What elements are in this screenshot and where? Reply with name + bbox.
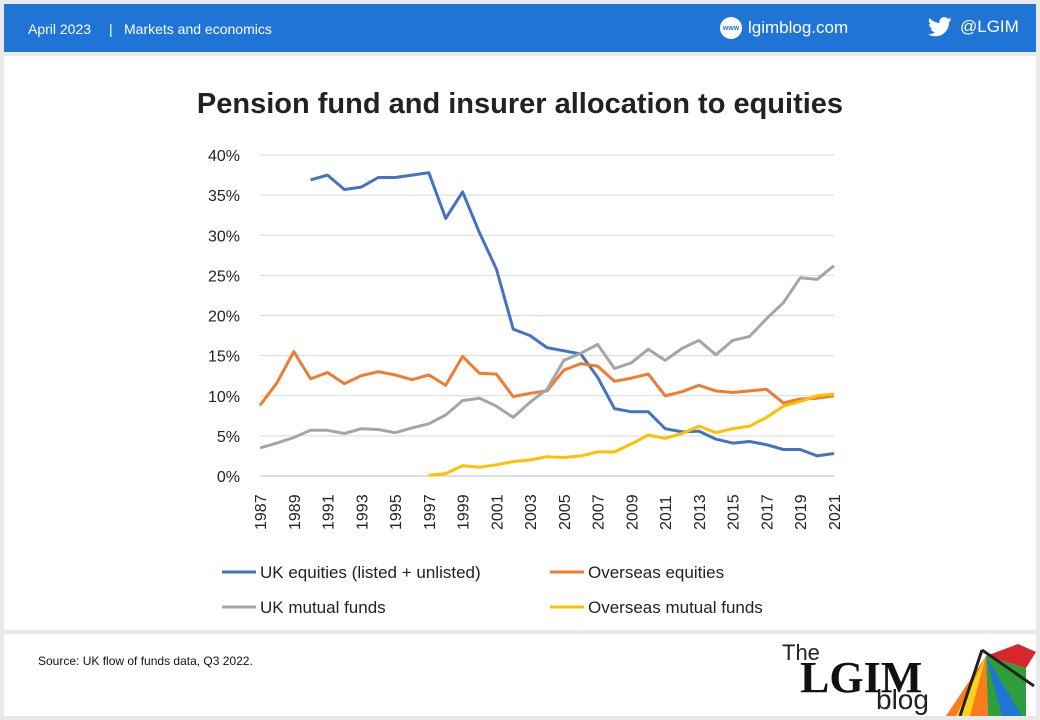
x-tick-label: 2007 <box>591 494 608 530</box>
y-tick-label: 20% <box>208 309 240 326</box>
logo-the: The <box>782 640 820 665</box>
twitter-link[interactable]: @LGIM <box>928 17 1019 37</box>
x-tick-label: 1987 <box>253 494 270 530</box>
x-tick-label: 1995 <box>388 494 405 530</box>
umbrella-logo-icon <box>946 644 1036 716</box>
y-tick-label: 25% <box>208 268 240 285</box>
logo-lgim: LGIM <box>800 653 923 702</box>
y-tick-label: 0% <box>217 469 240 486</box>
series-line <box>310 171 835 458</box>
y-tick-label: 15% <box>208 349 240 366</box>
y-tick-label: 10% <box>208 389 240 406</box>
header-category[interactable]: Markets and economics <box>124 21 272 37</box>
footer <box>4 634 1036 716</box>
x-tick-label: 2005 <box>557 494 574 530</box>
x-tick-label: 2017 <box>759 494 776 530</box>
y-axis: 0% 5% 10% 15% 20% 25% 30% 35% 40% <box>208 148 240 486</box>
y-tick-label: 5% <box>217 429 240 446</box>
header-date: April 2023 <box>28 21 92 37</box>
x-tick-label: 1989 <box>287 494 304 530</box>
series-line <box>258 350 835 407</box>
x-tick-label: 2003 <box>523 494 540 530</box>
site-link[interactable]: www lgimblog.com <box>720 17 848 39</box>
y-tick-label: 35% <box>208 188 240 205</box>
x-tick-label: 2021 <box>827 494 844 530</box>
series-line <box>428 392 835 477</box>
series-lines <box>258 171 835 477</box>
x-tick-label: 2019 <box>793 494 810 530</box>
x-tick-label: 2013 <box>692 494 709 530</box>
site-link-label: lgimblog.com <box>748 18 849 37</box>
x-tick-label: 1993 <box>354 494 371 530</box>
legend: UK equities (listed + unlisted) Overseas … <box>222 563 763 617</box>
x-axis: 1987 1989 1991 1993 1995 1997 1999 2001 2003 2005… <box>253 494 844 530</box>
y-tick-label: 30% <box>208 228 240 245</box>
x-tick-label: 1997 <box>422 494 439 530</box>
gridlines <box>260 154 834 477</box>
legend-label: Overseas mutual funds <box>588 598 763 617</box>
x-tick-label: 1991 <box>321 494 338 530</box>
twitter-bird-icon <box>928 17 952 37</box>
y-tick-label: 40% <box>208 148 240 165</box>
x-tick-label: 2015 <box>726 494 743 530</box>
chart-panel <box>4 56 1036 630</box>
x-tick-label: 2009 <box>624 494 641 530</box>
legend-label: Overseas equities <box>588 563 724 582</box>
series-line <box>259 264 835 450</box>
legend-label: UK mutual funds <box>260 598 386 617</box>
www-icon: www <box>720 17 742 39</box>
source-note: Source: UK flow of funds data, Q3 2022. <box>38 654 253 668</box>
legend-label: UK equities (listed + unlisted) <box>260 563 481 582</box>
x-tick-label: 1999 <box>456 494 473 530</box>
x-tick-label: 2001 <box>489 494 506 530</box>
x-tick-label: 2011 <box>658 495 675 530</box>
chart-title: Pension fund and insurer allocation to e… <box>196 88 844 120</box>
header-bar: April 2023 | Markets and economics www l… <box>4 4 1036 52</box>
logo-blog: blog <box>876 684 929 715</box>
twitter-handle: @LGIM <box>960 17 1019 36</box>
line-chart: 0%5%10%15%20%25%30%35%40% 1987 1989 1991 19… <box>208 148 844 617</box>
header-separator: | <box>109 21 113 37</box>
